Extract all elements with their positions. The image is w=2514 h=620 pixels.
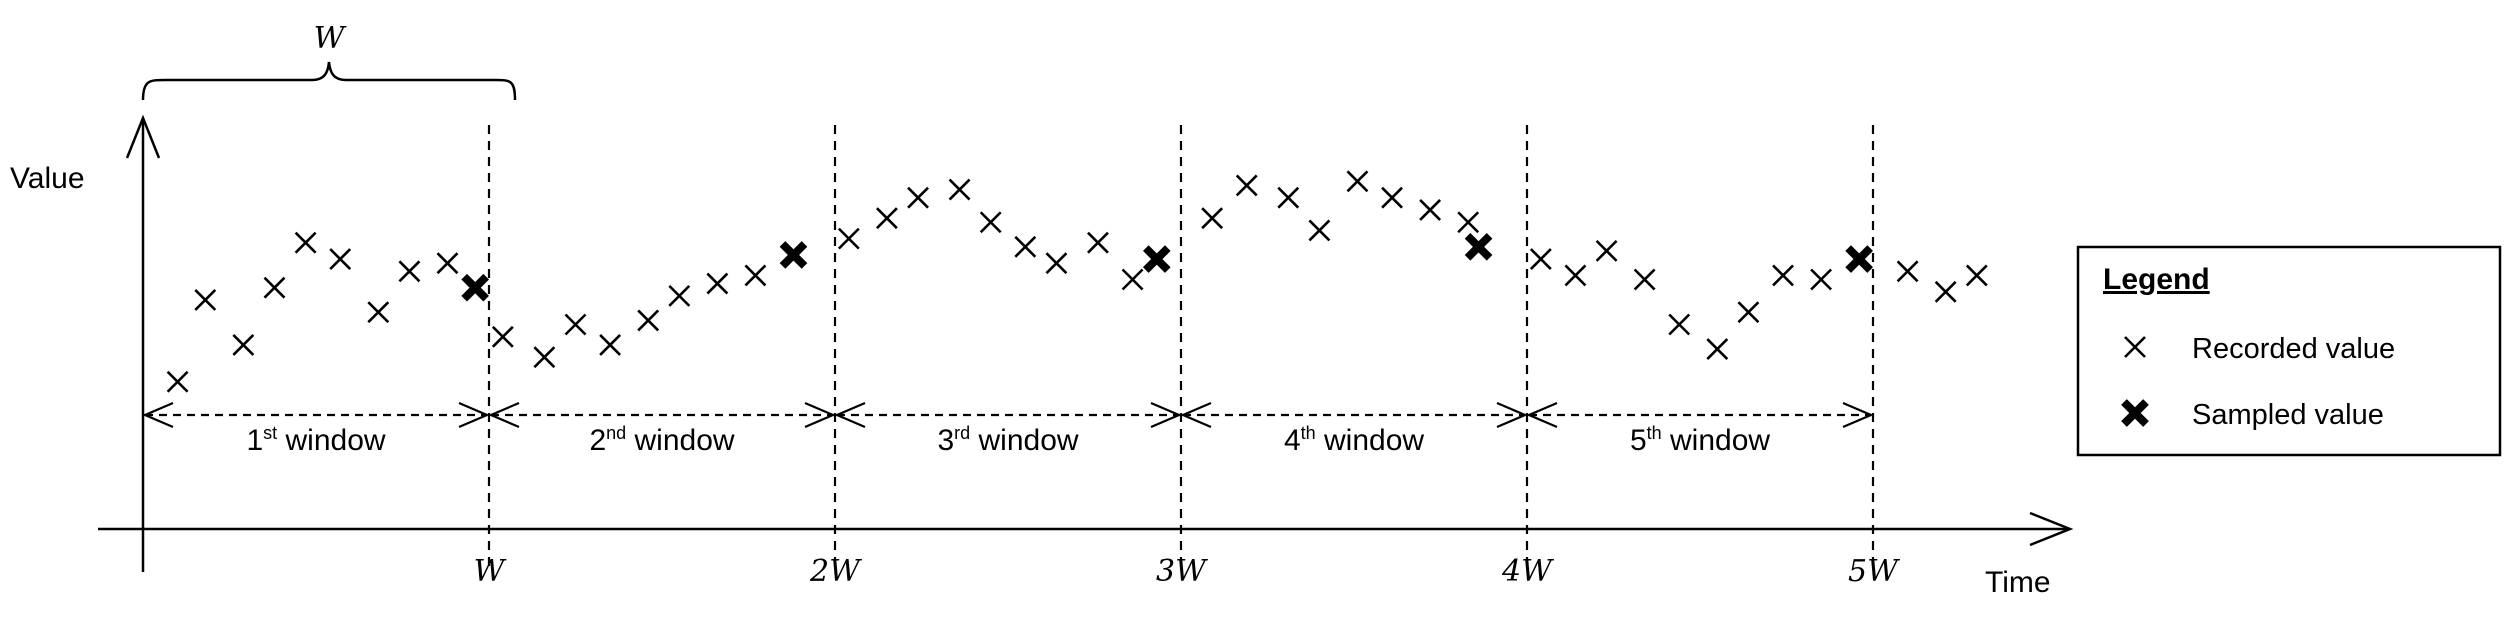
recorded-point: [1276, 186, 1300, 210]
recorded-values: [166, 170, 1989, 394]
recorded-point: [491, 325, 515, 349]
sampled-point: [1848, 248, 1870, 270]
window-interval-1: [142, 401, 490, 429]
recorded-point: [906, 186, 930, 210]
recorded-point: [1667, 313, 1691, 336]
brace-label: W: [314, 21, 347, 56]
window-label-4: 4th window: [1284, 423, 1424, 457]
recorded-point: [1045, 251, 1068, 275]
x-tick-label: 3W: [1156, 554, 1208, 589]
sampled-point: [1468, 236, 1490, 258]
recorded-point: [1633, 268, 1656, 291]
recorded-point: [1809, 268, 1833, 291]
window-label-3: 3rd window: [937, 423, 1078, 457]
recorded-point: [1706, 337, 1729, 361]
recorded-point: [1235, 174, 1259, 197]
recorded-point: [1200, 206, 1224, 230]
recorded-point: [193, 288, 217, 312]
sampled-values: [464, 236, 1870, 299]
recorded-point: [706, 272, 729, 295]
recorded-point: [667, 284, 691, 308]
recorded-point: [1456, 210, 1480, 234]
legend: Legend Recorded value Sampled value: [2076, 245, 2502, 457]
recorded-point: [1965, 264, 1989, 287]
window-width-brace: [141, 61, 517, 101]
recorded-point: [948, 178, 971, 201]
recorded-point: [1564, 264, 1587, 287]
x-tick-label: W: [474, 554, 507, 589]
x-tick-label: 5W: [1848, 554, 1900, 589]
recorded-point: [398, 260, 421, 283]
recorded-point: [744, 264, 767, 287]
recorded-point: [366, 300, 390, 324]
sampled-point: [464, 277, 486, 299]
legend-sampled-label: Sampled value: [2192, 399, 2384, 431]
recorded-point: [294, 231, 317, 254]
recorded-point: [837, 227, 861, 250]
window-intervals: [142, 401, 1874, 429]
recorded-point: [1595, 239, 1618, 263]
recorded-point: [1737, 300, 1760, 324]
recorded-point: [533, 345, 556, 369]
x-tick-label: 4W: [1501, 554, 1554, 589]
recorded-point: [1346, 170, 1369, 193]
recorded-point: [979, 210, 1003, 234]
window-boundaries: [487, 125, 1875, 570]
recorded-point: [436, 251, 459, 275]
recorded-point: [263, 276, 286, 299]
window-interval-4: [1180, 401, 1528, 429]
window-labels: 1st window 2nd window 3rd window 4th window…: [246, 423, 1770, 457]
legend-box: [2076, 245, 2502, 457]
x-tick-label: 2W: [809, 554, 862, 589]
recorded-point: [1014, 235, 1037, 259]
y-axis: [125, 114, 161, 572]
recorded-point: [636, 309, 660, 332]
recorded-point: [598, 333, 622, 357]
window-interval-5: [1526, 401, 1874, 429]
recorded-point: [1086, 231, 1110, 254]
legend-title: Legend: [2103, 263, 2210, 296]
window-label-5: 5th window: [1630, 423, 1770, 457]
recorded-point: [1771, 264, 1795, 287]
window-label-2: 2nd window: [589, 423, 734, 457]
legend-recorded-label: Recorded value: [2192, 333, 2395, 365]
x-axis: [98, 511, 2074, 547]
recorded-point: [1934, 280, 1957, 304]
window-label-1: 1st window: [246, 423, 385, 457]
recorded-point: [166, 370, 189, 394]
y-axis-label: Value: [10, 162, 85, 195]
window-interval-3: [834, 401, 1182, 429]
sampled-point: [1146, 248, 1168, 270]
x-axis-label: Time: [1985, 566, 2051, 599]
recorded-point: [564, 313, 587, 336]
recorded-point: [1418, 198, 1442, 222]
window-interval-2: [488, 401, 836, 429]
recorded-point: [328, 247, 352, 271]
recorded-point: [1308, 219, 1331, 242]
recorded-point: [1529, 247, 1553, 271]
recorded-point: [875, 206, 899, 230]
recorded-point: [1896, 260, 1919, 283]
x-tick-labels: W 2W 3W 4W 5W: [474, 554, 1901, 589]
recorded-point: [232, 333, 255, 357]
recorded-point: [1121, 268, 1144, 291]
sampled-point: [782, 244, 804, 266]
recorded-point: [1380, 186, 1404, 210]
